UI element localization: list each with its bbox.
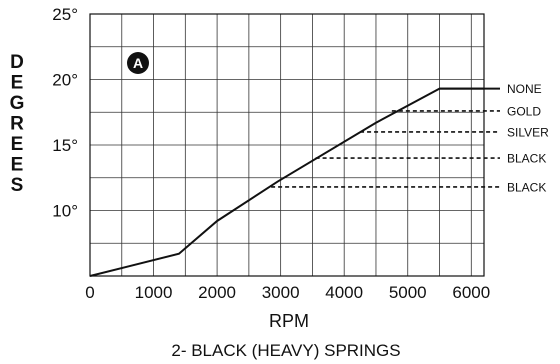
x-tick-label: 4000 bbox=[325, 283, 363, 302]
spring-label-gold: GOLD bbox=[507, 104, 541, 118]
x-tick-label: 0 bbox=[85, 283, 94, 302]
series bbox=[89, 87, 484, 277]
spring-label-silver: SILVER bbox=[507, 125, 549, 139]
spring-lines: NONE GOLD SILVER BLACK BLACK bbox=[271, 82, 549, 194]
y-label-letter: E bbox=[11, 155, 24, 176]
x-axis-label: RPM bbox=[269, 311, 309, 331]
chart-subtitle: 2- BLACK (HEAVY) SPRINGS bbox=[171, 341, 400, 360]
spring-label-none: NONE bbox=[507, 82, 542, 96]
x-tick-label: 1000 bbox=[135, 283, 173, 302]
grid bbox=[89, 13, 485, 277]
x-tick-label: 6000 bbox=[452, 283, 490, 302]
spring-label-black: BLACK bbox=[507, 180, 546, 194]
y-label-letter: D bbox=[10, 52, 24, 73]
y-label-letter: E bbox=[11, 73, 24, 94]
advance-curve bbox=[89, 87, 484, 277]
plot-frame bbox=[89, 13, 485, 277]
x-tick-label: 3000 bbox=[262, 283, 300, 302]
y-tick-label: 25° bbox=[52, 5, 78, 24]
spring-label-black: BLACK bbox=[507, 152, 546, 166]
badge-circle bbox=[127, 52, 149, 74]
y-tick-label: 10° bbox=[52, 202, 78, 221]
x-tick-label: 5000 bbox=[389, 283, 427, 302]
y-tick-label: 15° bbox=[52, 136, 78, 155]
x-tick-label: 2000 bbox=[198, 283, 236, 302]
y-label-letter: E bbox=[11, 134, 24, 155]
tick-labels: 0 1000 2000 3000 4000 5000 6000 10° 15° 20° 25° bbox=[52, 5, 490, 302]
y-tick-label: 20° bbox=[52, 71, 78, 90]
badge-label: A bbox=[133, 55, 143, 71]
y-label-letter: R bbox=[10, 114, 24, 135]
y-label-letter: G bbox=[10, 93, 25, 114]
y-label-letter: S bbox=[11, 175, 24, 196]
